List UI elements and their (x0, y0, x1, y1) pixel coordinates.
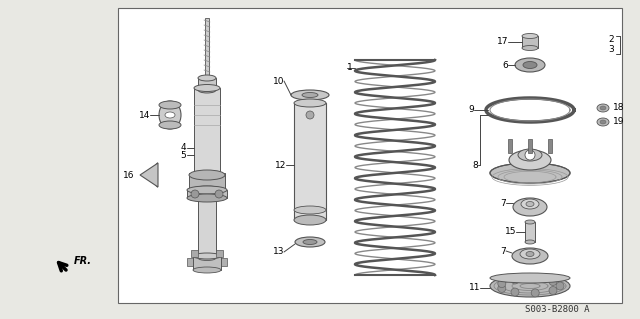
Circle shape (215, 190, 223, 198)
Ellipse shape (513, 198, 547, 216)
Text: 1: 1 (347, 63, 353, 72)
Ellipse shape (600, 120, 606, 124)
Ellipse shape (187, 186, 227, 194)
Circle shape (549, 286, 557, 294)
Ellipse shape (198, 87, 216, 93)
Ellipse shape (198, 256, 216, 261)
Bar (191, 250, 198, 257)
Text: 9: 9 (468, 106, 474, 115)
Ellipse shape (194, 172, 220, 179)
Text: 11: 11 (468, 284, 480, 293)
Ellipse shape (159, 121, 181, 129)
Ellipse shape (509, 150, 551, 170)
Bar (187, 258, 200, 266)
Ellipse shape (189, 170, 225, 180)
Ellipse shape (490, 275, 570, 297)
Ellipse shape (302, 93, 318, 98)
Bar (187, 190, 227, 198)
Bar (193, 256, 221, 270)
Bar (528, 139, 532, 153)
Text: 19: 19 (613, 117, 625, 127)
Ellipse shape (512, 248, 548, 264)
Circle shape (498, 285, 506, 293)
Ellipse shape (523, 62, 537, 69)
Ellipse shape (521, 199, 539, 209)
Bar (118, 8, 622, 303)
Ellipse shape (159, 101, 181, 109)
Text: 16: 16 (122, 170, 134, 180)
Text: 10: 10 (273, 77, 284, 85)
Ellipse shape (198, 196, 216, 201)
Circle shape (511, 288, 519, 296)
Ellipse shape (294, 99, 326, 107)
Ellipse shape (525, 240, 535, 244)
Ellipse shape (194, 85, 220, 92)
Text: 4: 4 (180, 144, 186, 152)
Ellipse shape (520, 249, 540, 259)
Bar (548, 139, 552, 153)
Circle shape (525, 150, 535, 160)
Ellipse shape (490, 163, 570, 183)
Ellipse shape (294, 206, 326, 214)
Bar (198, 78, 216, 90)
Ellipse shape (522, 33, 538, 39)
Circle shape (191, 190, 199, 198)
Circle shape (556, 282, 564, 290)
Text: 2: 2 (609, 35, 614, 44)
Bar (194, 88, 220, 175)
Circle shape (549, 278, 557, 286)
Text: 7: 7 (500, 247, 506, 256)
Text: 8: 8 (472, 160, 478, 169)
Ellipse shape (518, 149, 542, 161)
Text: 15: 15 (504, 227, 516, 236)
Text: 7: 7 (500, 198, 506, 207)
Ellipse shape (159, 101, 181, 129)
Bar (525, 222, 535, 242)
Circle shape (511, 276, 519, 284)
Text: 17: 17 (497, 38, 508, 47)
Text: FR.: FR. (74, 256, 92, 266)
Text: 18: 18 (613, 103, 625, 113)
Ellipse shape (522, 46, 538, 50)
Ellipse shape (303, 240, 317, 244)
Text: 14: 14 (139, 110, 150, 120)
Ellipse shape (294, 215, 326, 225)
Ellipse shape (198, 75, 216, 81)
Bar (522, 36, 538, 48)
Ellipse shape (490, 273, 570, 283)
Ellipse shape (526, 202, 534, 206)
Bar (205, 18, 209, 80)
Bar (214, 258, 227, 266)
Text: 5: 5 (180, 151, 186, 160)
Ellipse shape (597, 104, 609, 112)
Circle shape (531, 275, 540, 283)
Ellipse shape (597, 118, 609, 126)
Text: 12: 12 (275, 160, 286, 169)
Ellipse shape (193, 253, 221, 259)
Ellipse shape (515, 58, 545, 72)
Ellipse shape (165, 112, 175, 118)
Polygon shape (140, 163, 158, 187)
Circle shape (306, 111, 314, 119)
Text: 13: 13 (273, 248, 284, 256)
Bar (216, 250, 223, 257)
Text: 3: 3 (608, 46, 614, 55)
Text: 6: 6 (502, 61, 508, 70)
Text: S003-B2800 A: S003-B2800 A (525, 306, 589, 315)
Ellipse shape (193, 267, 221, 273)
Ellipse shape (187, 194, 227, 202)
Bar (294, 103, 326, 220)
Circle shape (531, 289, 540, 297)
Ellipse shape (600, 106, 606, 110)
Bar (508, 139, 512, 153)
Ellipse shape (526, 251, 534, 256)
Ellipse shape (295, 237, 325, 247)
Ellipse shape (525, 220, 535, 224)
Bar (189, 173, 225, 191)
Ellipse shape (189, 186, 225, 196)
Circle shape (498, 280, 506, 288)
Bar (198, 198, 216, 258)
Ellipse shape (291, 90, 329, 100)
